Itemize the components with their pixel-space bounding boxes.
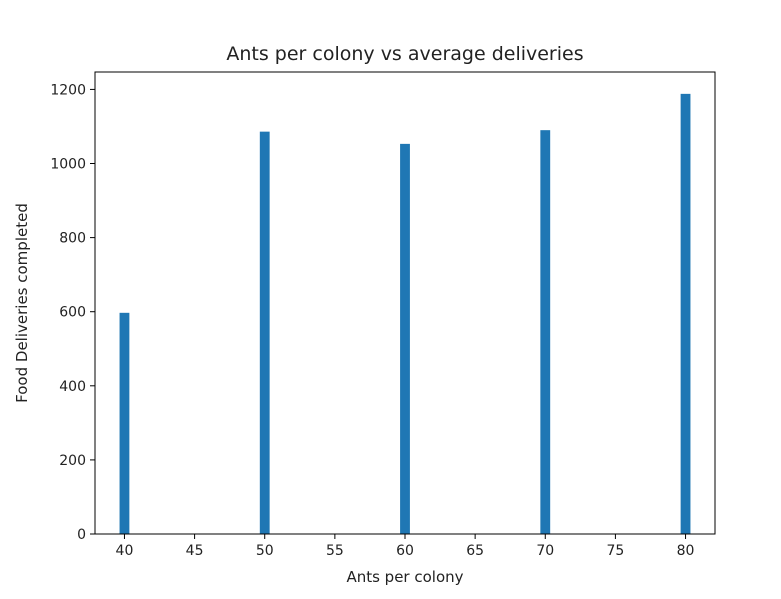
- bar-80: [680, 93, 691, 535]
- y-tick-label-1000: 1000: [50, 157, 86, 173]
- y-axis-ticks: 0 200 400 600 800 1000 1200: [50, 82, 95, 543]
- x-tick-label-60: 60: [396, 543, 414, 559]
- x-tick-label-70: 70: [536, 543, 554, 559]
- y-axis-label: Food Deliveries completed: [13, 203, 31, 403]
- y-tick-label-200: 200: [59, 453, 86, 469]
- x-axis-label: Ants per colony: [346, 568, 463, 586]
- y-tick-label-0: 0: [77, 527, 86, 543]
- bar-70: [540, 130, 551, 535]
- x-tick-label-75: 75: [606, 543, 624, 559]
- y-tick-label-800: 800: [59, 231, 86, 247]
- y-tick-label-1200: 1200: [50, 82, 86, 98]
- plot-area-frame: [94, 71, 716, 535]
- x-axis-ticks: 40 45 50 55 60 65 70 75 80: [116, 534, 695, 559]
- bar-50: [259, 131, 270, 534]
- y-tick-label-600: 600: [59, 305, 86, 321]
- x-tick-label-45: 45: [186, 543, 204, 559]
- chart-title: Ants per colony vs average deliveries: [226, 43, 583, 65]
- bar-40: [119, 312, 130, 534]
- x-tick-label-50: 50: [256, 543, 274, 559]
- bars-layer: [119, 93, 691, 535]
- x-tick-label-80: 80: [677, 543, 695, 559]
- x-tick-label-65: 65: [466, 543, 484, 559]
- x-tick-label-40: 40: [116, 543, 134, 559]
- y-tick-label-400: 400: [59, 379, 86, 395]
- bar-60: [400, 143, 410, 534]
- x-tick-label-55: 55: [326, 543, 344, 559]
